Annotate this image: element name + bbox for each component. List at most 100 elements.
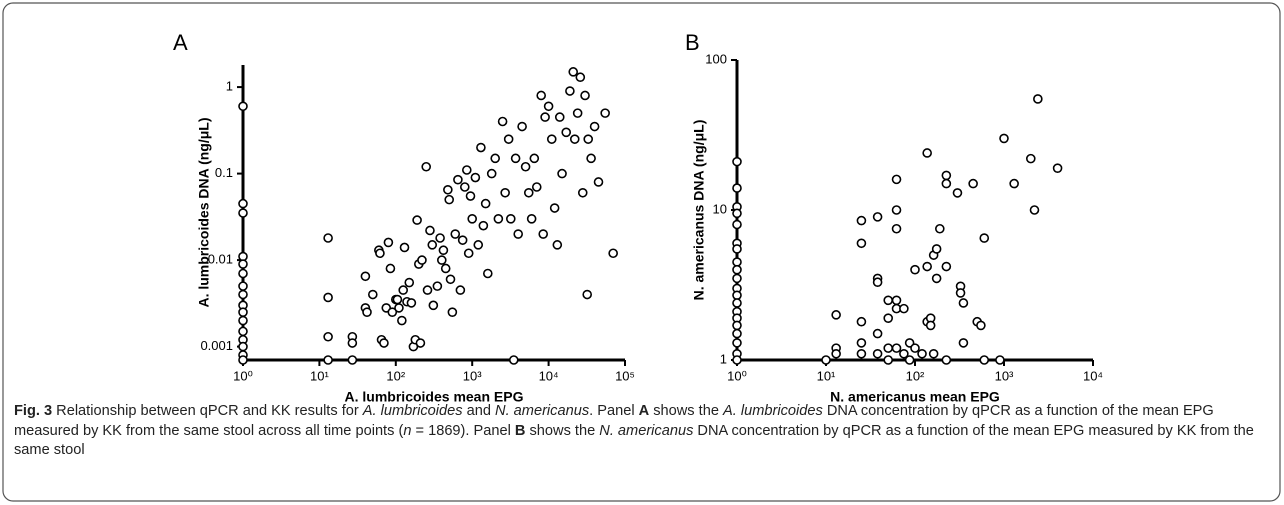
point (520, 161, 531, 172)
x-axis-label: N. americanus mean EPG (830, 389, 1000, 405)
point (580, 90, 590, 101)
point (732, 273, 742, 284)
point (554, 112, 565, 122)
point (443, 184, 453, 195)
point (436, 255, 447, 265)
point (347, 338, 358, 348)
point (732, 290, 742, 301)
x-tick-label: 10⁰ (233, 368, 253, 383)
point (1029, 205, 1040, 215)
point (379, 338, 389, 348)
point (883, 355, 894, 365)
point (891, 174, 902, 185)
point (473, 240, 484, 250)
point (417, 255, 427, 265)
y-tick-label: 1 (226, 79, 233, 94)
point (582, 289, 592, 300)
point (732, 257, 742, 267)
x-tick-label: 10² (386, 368, 405, 383)
x-tick-label: 10¹ (817, 368, 836, 383)
point (600, 108, 610, 118)
point (238, 289, 248, 300)
point (480, 198, 491, 209)
point (465, 191, 476, 201)
point (732, 156, 742, 167)
caption-text: and (462, 403, 496, 419)
point (593, 177, 604, 187)
y-tick-label: 0.001 (200, 338, 233, 353)
point (732, 264, 742, 275)
point (968, 178, 978, 189)
point (486, 168, 497, 179)
point (476, 142, 486, 153)
point (513, 229, 523, 239)
point (569, 134, 580, 144)
caption-text: shows the (525, 422, 600, 439)
y-tick-label: 0.01 (208, 252, 233, 267)
point (238, 326, 248, 337)
point (540, 112, 550, 122)
panel-title: A (173, 30, 188, 55)
point (546, 134, 557, 144)
point (577, 187, 588, 198)
point (941, 170, 952, 181)
point (526, 214, 537, 224)
x-tick-label: 10³ (463, 368, 482, 383)
point (589, 121, 600, 132)
point (360, 271, 371, 282)
panel-title: B (685, 30, 700, 55)
point (732, 338, 742, 348)
point (958, 298, 969, 308)
caption-text: N. americanus (599, 422, 694, 439)
point (891, 205, 902, 215)
point (435, 233, 445, 243)
point (375, 248, 385, 259)
point (238, 307, 248, 317)
point (432, 281, 443, 291)
caption-text: Fig. 3 (14, 403, 53, 419)
point (891, 295, 902, 306)
point (979, 355, 990, 365)
point (917, 348, 927, 359)
point (383, 237, 394, 248)
point (543, 101, 554, 112)
point (856, 348, 867, 359)
point (732, 208, 742, 219)
caption-text: = 1869). Panel (411, 422, 515, 439)
point (500, 187, 510, 198)
caption: Fig. 3 Relationship between qPCR and KK … (14, 402, 1269, 461)
point (952, 188, 963, 198)
point (565, 86, 575, 96)
point (883, 343, 894, 353)
point (1033, 94, 1043, 104)
point (427, 240, 438, 250)
point (406, 298, 417, 308)
point (438, 245, 449, 256)
point (238, 355, 248, 365)
point (397, 315, 407, 326)
point (856, 316, 867, 327)
point (856, 238, 867, 249)
point (732, 328, 742, 339)
caption-text: A. lumbricoides (723, 403, 823, 419)
point (899, 303, 909, 314)
point (387, 307, 398, 317)
point (398, 285, 409, 295)
point (732, 355, 742, 365)
point (422, 285, 433, 295)
y-tick-label: 100 (705, 51, 727, 66)
point (457, 235, 468, 245)
point (899, 348, 909, 359)
point (552, 240, 563, 250)
x-tick-label: 10⁴ (539, 368, 559, 383)
point (450, 229, 461, 239)
caption-text: n (403, 422, 412, 439)
point (561, 127, 572, 138)
point (872, 212, 883, 222)
x-axis-label: A. lumbricoides mean EPG (345, 389, 524, 405)
caption-text: Relationship between qPCR and KK results… (52, 403, 363, 419)
point (831, 348, 841, 359)
caption-text: N. americanus (495, 403, 590, 419)
point (453, 174, 463, 185)
